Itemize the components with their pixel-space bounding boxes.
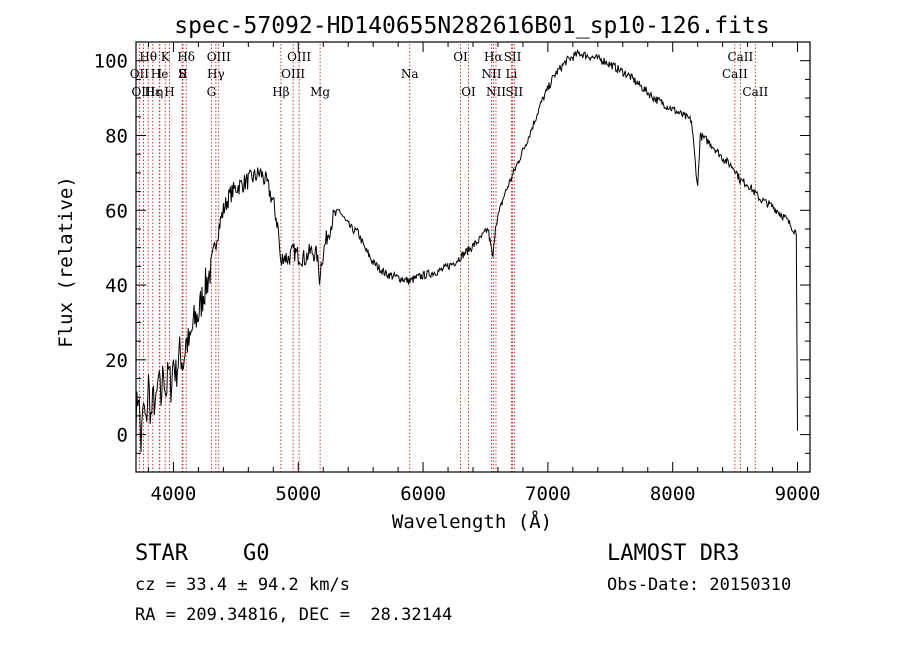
spectral-line-markers: [138, 44, 756, 472]
y-tick-label: 100: [94, 51, 128, 73]
x-tick-label: 7000: [525, 483, 571, 505]
spectral-line-label: Hα: [484, 50, 503, 64]
spectral-line-label: Hθ: [139, 50, 157, 64]
survey-name: LAMOST DR3: [607, 541, 739, 566]
observation-date: Obs-Date: 20150310: [607, 575, 791, 595]
chart-title: spec-57092-HD140655N282616B01_sp10-126.f…: [174, 13, 769, 39]
spectral-line-label: K: [161, 50, 171, 64]
spectral-line-label: He: [151, 67, 169, 81]
spectral-line-label: OIII: [207, 50, 231, 64]
spectral-line-label: G: [207, 85, 217, 99]
y-tick-label: 20: [105, 350, 128, 372]
spectral-line-label: Li: [506, 67, 518, 81]
x-tick-label: 9000: [775, 483, 821, 505]
spectrum-line: [135, 48, 798, 453]
x-tick-label: 8000: [650, 483, 696, 505]
spectral-line-label: CaII: [742, 85, 768, 99]
spectral-line-label: II: [178, 67, 188, 81]
x-tick-label: 5000: [275, 483, 321, 505]
spectral-line-label: OI: [453, 50, 468, 64]
series-layer: [135, 48, 798, 453]
y-axis-title: Flux (relative): [55, 176, 77, 348]
spectral-line-label: OII: [130, 67, 150, 81]
spectral-line-label: OIII: [281, 67, 305, 81]
spectral-line-label: CaII: [727, 50, 753, 64]
spectral-line-label: NII: [481, 67, 501, 81]
y-tick-label: 0: [117, 425, 128, 447]
spectral-line-label: Hγ: [207, 67, 225, 81]
x-axis: 4000 5000 6000 7000 8000 9000: [147, 42, 821, 505]
spectral-line-label: Hδ: [177, 50, 195, 64]
spectral-line-label: H: [164, 85, 174, 99]
spectral-line-label: NII: [486, 85, 506, 99]
plot-frame: [135, 41, 811, 473]
spectral-line-label: OIII: [131, 85, 155, 99]
redshift-velocity: cz = 33.4 ± 94.2 km/s: [135, 575, 350, 595]
x-tick-label: 4000: [151, 483, 197, 505]
spectral-line-label: SII: [504, 50, 522, 64]
spectral-line-label: S: [178, 67, 186, 81]
y-tick-label: 80: [105, 125, 128, 147]
x-axis-title: Wavelength (Å): [392, 510, 552, 533]
spectral-line-label: OIII: [287, 50, 311, 64]
x-tick-label: 6000: [400, 483, 446, 505]
spectral-line-label: Na: [401, 67, 419, 81]
spectral-line-label: CaII: [722, 67, 748, 81]
y-tick-label: 60: [105, 200, 128, 222]
spectral-line-label: SII: [505, 85, 523, 99]
object-subclass: G0: [243, 541, 270, 566]
spectral-line-label: Hε: [145, 85, 162, 99]
spectral-line-label: Mg: [310, 85, 330, 99]
sky-coordinates: RA = 209.34816, DEC = 28.32144: [135, 605, 452, 625]
object-class: STAR: [135, 541, 189, 566]
spectral-line-label: η: [156, 85, 163, 99]
y-tick-label: 40: [105, 275, 128, 297]
spectral-line-label: OI: [461, 85, 476, 99]
spectral-line-label: Hβ: [272, 85, 289, 99]
spectral-line-label: I: [157, 67, 162, 81]
y-axis: 0 20 40 60 80 100: [94, 41, 810, 473]
